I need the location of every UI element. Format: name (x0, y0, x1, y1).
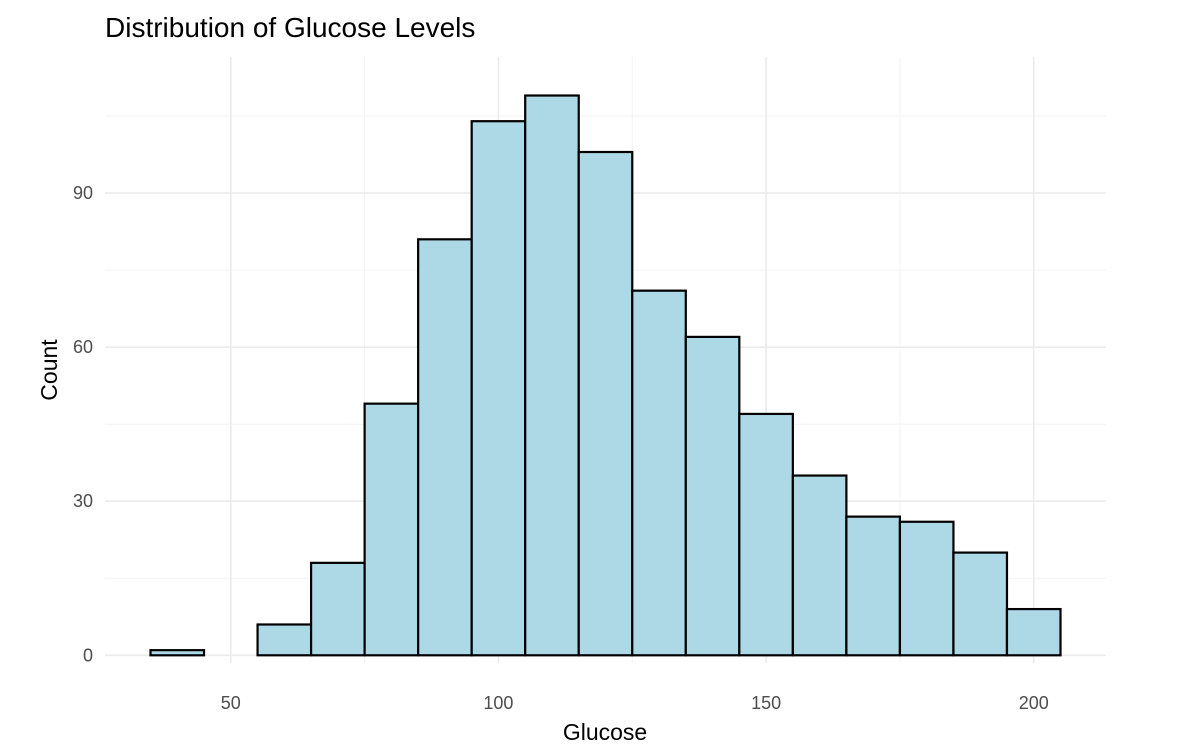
y-axis-ticks: 0 30 60 90 (73, 183, 93, 665)
histogram-bar (738, 412, 794, 657)
histogram-bar (470, 120, 527, 657)
histogram-bar (684, 335, 741, 657)
histogram-bar (256, 623, 313, 657)
y-axis-title: Count (36, 339, 62, 401)
histogram-bar (524, 94, 580, 657)
x-tick-label: 50 (221, 693, 241, 713)
x-tick-label: 150 (751, 693, 781, 713)
histogram-bar (577, 150, 634, 657)
histogram-bar (363, 402, 420, 657)
histogram-bar (1005, 607, 1062, 657)
histogram-bar (309, 561, 366, 657)
histogram-bar (631, 289, 687, 657)
histogram-bar (791, 474, 848, 657)
chart-title: Distribution of Glucose Levels (105, 12, 475, 43)
y-tick-label: 60 (73, 337, 93, 357)
y-tick-label: 90 (73, 183, 93, 203)
histogram-bar (417, 238, 473, 657)
histogram-bar (898, 520, 955, 657)
y-tick-label: 30 (73, 491, 93, 511)
histogram-bar (845, 515, 902, 657)
histogram-bar (952, 551, 1009, 657)
y-tick-label: 0 (83, 645, 93, 665)
x-tick-label: 100 (483, 693, 513, 713)
x-axis-title: Glucose (563, 719, 647, 745)
histogram-bars (149, 94, 1062, 657)
x-axis-ticks: 50 100 150 200 (221, 693, 1049, 713)
x-tick-label: 200 (1019, 693, 1049, 713)
histogram-bar (149, 649, 206, 657)
